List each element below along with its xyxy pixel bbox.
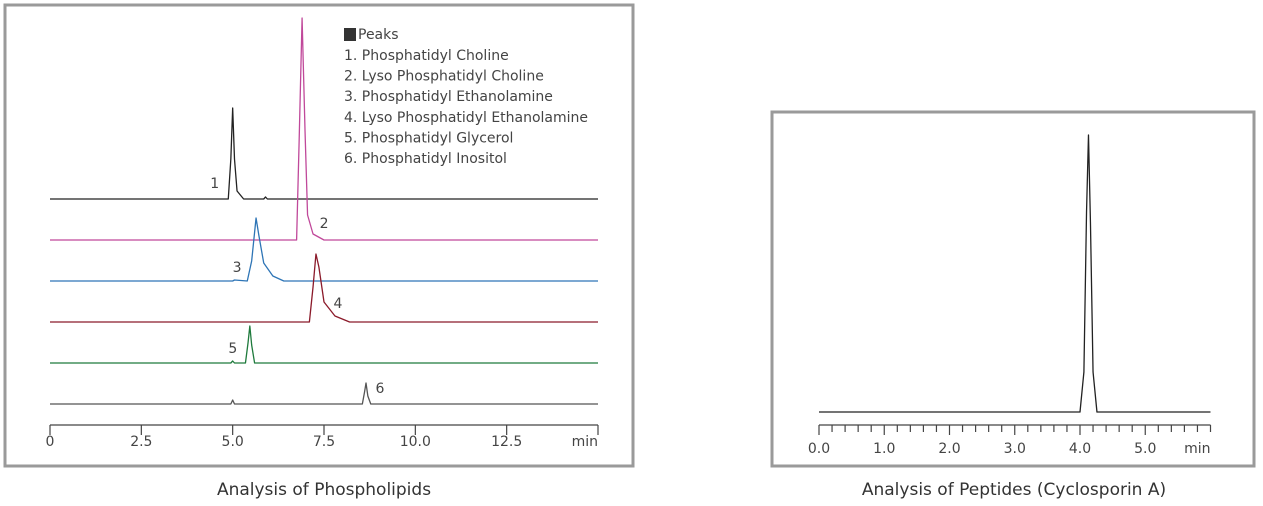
peak-label: 3 — [233, 260, 242, 276]
trace — [50, 253, 598, 323]
legend-entry: 1. Phosphatidyl Choline — [344, 48, 509, 64]
trace — [50, 107, 598, 200]
trace — [50, 382, 598, 405]
x-tick-label: 5.0 — [222, 434, 244, 450]
chart-title: Analysis of Peptides (Cyclosporin A) — [862, 480, 1166, 500]
legend-entry: 2. Lyso Phosphatidyl Choline — [344, 69, 544, 85]
peak-label: 2 — [320, 216, 329, 232]
x-tick-label: 1.0 — [873, 441, 895, 457]
x-tick-label: 4.0 — [1069, 441, 1091, 457]
x-tick-label: 2.5 — [130, 434, 152, 450]
trace — [819, 134, 1211, 413]
x-tick-label: 12.5 — [491, 434, 522, 450]
x-tick-label: 0 — [46, 434, 55, 450]
legend-marker — [344, 28, 356, 41]
trace — [50, 17, 598, 241]
trace — [50, 217, 598, 282]
chart-frame — [3, 3, 635, 468]
peak-label: 4 — [334, 296, 343, 312]
x-tick-label: 3.0 — [1004, 441, 1026, 457]
x-tick-label: 2.0 — [938, 441, 960, 457]
peak-label: 5 — [228, 341, 237, 357]
legend-entry: 4. Lyso Phosphatidyl Ethanolamine — [344, 110, 588, 126]
x-tick-label: 7.5 — [313, 434, 335, 450]
x-tick-label: 10.0 — [400, 434, 431, 450]
legend-entry: 6. Phosphatidyl Inositol — [344, 151, 507, 167]
legend-entry: 3. Phosphatidyl Ethanolamine — [344, 89, 553, 105]
peak-label: 1 — [210, 176, 219, 192]
chart-title: Analysis of Phospholipids — [217, 480, 431, 500]
x-tick-label: 5.0 — [1134, 441, 1156, 457]
x-tick-label: 0.0 — [808, 441, 830, 457]
peak-label: 6 — [376, 381, 385, 397]
x-axis-label: min — [1184, 441, 1210, 457]
trace — [50, 325, 598, 364]
chart-frame — [770, 110, 1256, 468]
legend-title: Peaks — [358, 27, 399, 43]
x-axis-label: min — [572, 434, 598, 450]
legend-entry: 5. Phosphatidyl Glycerol — [344, 130, 513, 146]
